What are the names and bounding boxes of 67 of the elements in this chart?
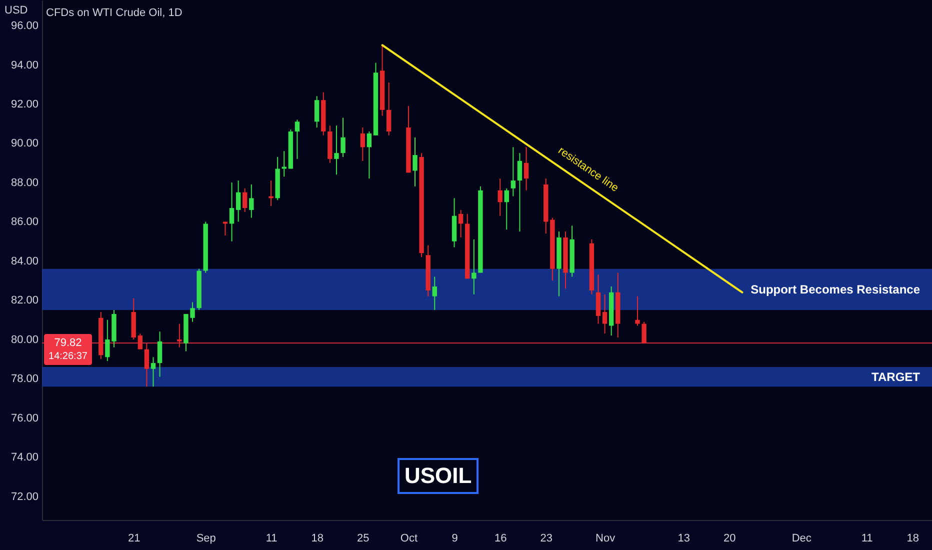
candlestick [524,146,529,191]
candlestick [314,96,320,128]
candlestick [236,180,241,222]
y-tick-label: 94.00 [10,59,38,72]
candlestick [596,274,601,324]
candlestick [340,117,346,158]
candlestick [249,184,254,218]
candlestick [242,188,248,212]
candlestick [642,321,646,344]
candlestick [138,333,143,350]
candlestick [412,136,418,187]
y-tick-label: 80.00 [10,334,38,346]
x-tick-label: 9 [452,532,458,544]
y-axis-title: USD [4,4,28,16]
y-tick-label: 84.00 [10,255,38,268]
candlestick [268,180,274,207]
candlestick [144,342,150,388]
y-tick-label: 72.00 [10,490,38,503]
x-tick-label: Dec [792,532,812,544]
candlestick [602,294,608,334]
candlestick [229,182,234,242]
text: CFDs on WTI Crude Oil, 1D [46,7,182,19]
candlestick [386,82,392,136]
candlestick [222,221,228,236]
x-tick-label: Nov [596,532,616,544]
band-label: TARGET [872,370,921,384]
candlestick [360,127,366,162]
x-tick-label: 11 [266,532,278,544]
ref-line-label: 79.82 [54,337,82,350]
x-tick-label: 23 [540,532,553,544]
candlestick [157,331,162,378]
candlestick [472,238,476,295]
x-tick-label: Sep [196,532,216,544]
candlestick [366,130,372,180]
candlestick [150,356,156,388]
y-tick-label: 82.00 [10,294,38,307]
x-tick-label: Oct [400,532,418,544]
y-tick-label: 78.00 [10,373,38,386]
candlestick [432,276,438,311]
candlestick [504,188,509,230]
x-tick-label: 11 [861,532,873,544]
x-tick-label: 20 [724,532,736,544]
y-tick-label: 88.00 [10,176,38,189]
x-tick-label: 18 [311,532,324,544]
y-tick-label: 76.00 [10,412,38,424]
candlestick [635,296,640,326]
candlestick [282,150,286,178]
y-tick-label: 92.00 [10,98,38,110]
x-tick-label: 16 [494,532,507,544]
candlestick [334,125,339,176]
y-tick-label: 96.00 [10,20,38,32]
y-tick-label: 86.00 [10,216,38,228]
y-tick-label: 90.00 [10,138,38,150]
candlestick [498,178,502,216]
x-tick-label: 13 [678,532,690,544]
annotation: 14:26:37 [48,351,88,362]
candlestick [177,323,182,348]
x-tick-label: 25 [357,532,370,544]
y-tick-label: 74.00 [10,452,38,464]
x-tick-label: 18 [906,532,919,544]
candlestick [510,146,516,197]
annotation: USOIL [404,463,472,488]
candlestick [517,152,522,232]
candlestick [458,209,464,238]
candlestick [294,119,300,160]
x-tick-label: 21 [128,532,140,544]
band-label: Support Becomes Resistance [750,282,920,296]
